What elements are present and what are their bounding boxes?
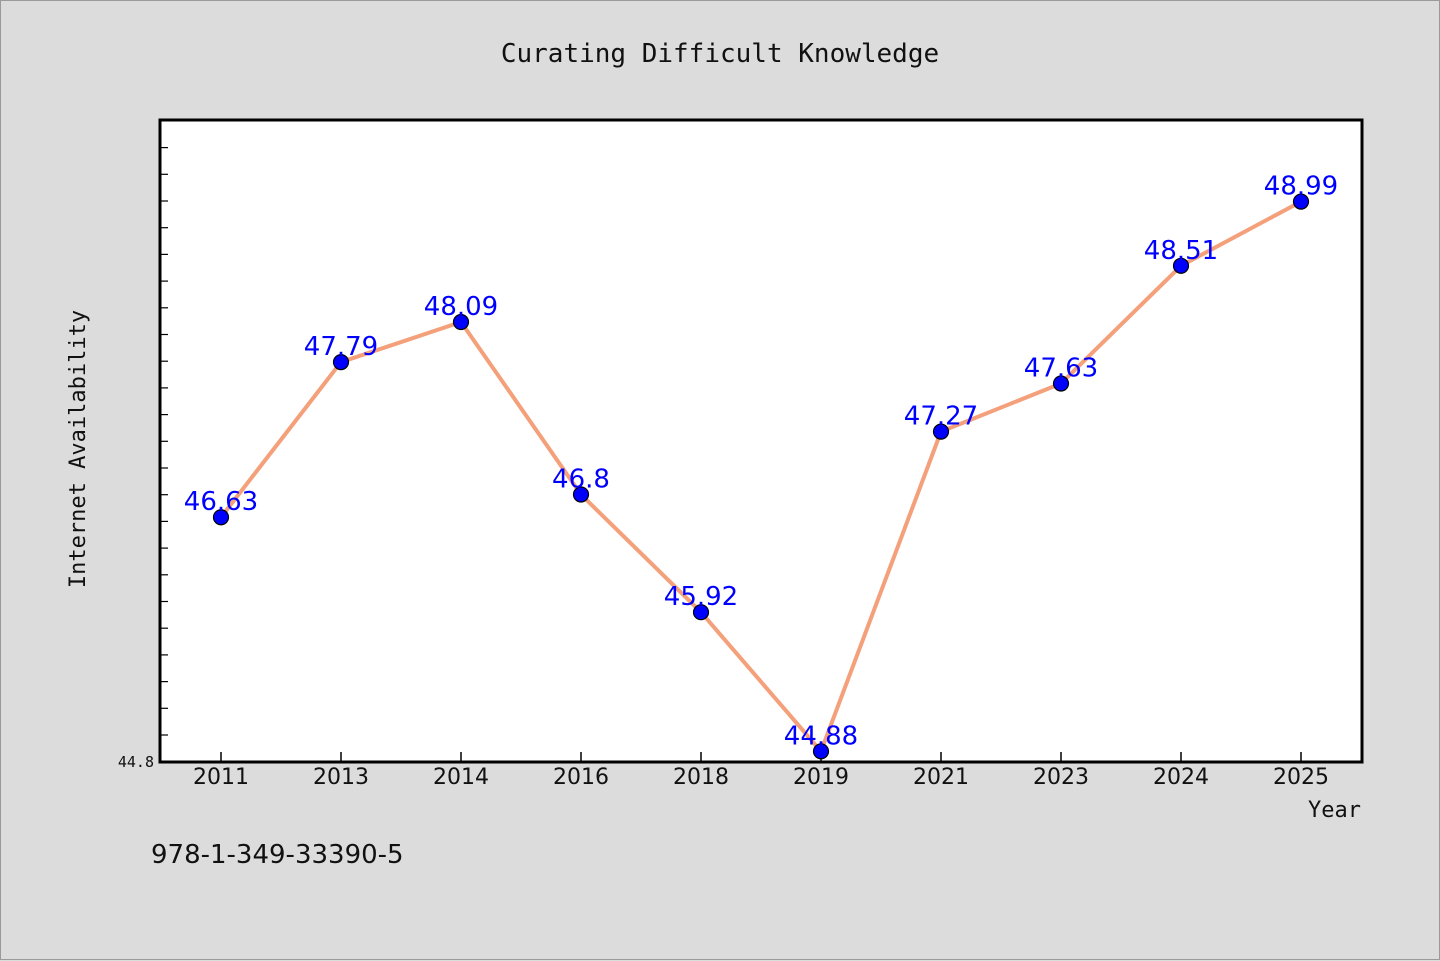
data-point	[1172, 257, 1190, 274]
x-axis-tick-labels: 2011 2013 2014 2016 2018 2019 2021 2023 2024 2025	[193, 765, 1329, 790]
data-point	[572, 486, 590, 503]
data-label: 46.8	[552, 465, 610, 495]
chart-title: Curating Difficult Knowledge	[501, 39, 939, 69]
plot-area	[158, 118, 1364, 764]
x-tick-label: 2024	[1153, 765, 1209, 790]
data-point	[452, 313, 470, 331]
x-tick-label: 2016	[553, 765, 609, 790]
x-tick-label: 2025	[1273, 765, 1329, 790]
x-tick-label: 2023	[1033, 765, 1089, 790]
data-labels: 46.63 47.79 48.09 46.8 45.92 44.88 47.27 47.63 4…	[184, 172, 1338, 752]
data-point	[332, 353, 350, 371]
y-axis-label: Internet Availability	[66, 310, 91, 588]
data-label: 44.88	[784, 721, 858, 751]
data-label: 48.09	[424, 292, 498, 322]
x-tick-label: 2021	[913, 765, 969, 790]
data-point	[1292, 193, 1310, 210]
y-axis-ticks	[160, 147, 168, 736]
x-tick-label: 2014	[433, 765, 489, 790]
data-point	[692, 604, 710, 621]
y-tick-label-min: 44.8	[118, 753, 154, 771]
data-point	[212, 509, 230, 526]
data-label: 46.63	[184, 487, 258, 517]
data-label: 47.27	[904, 402, 978, 432]
x-tick-label: 2013	[313, 765, 369, 790]
x-tick-label: 2018	[673, 765, 729, 790]
data-point	[932, 423, 950, 440]
data-label: 45.92	[664, 582, 738, 612]
data-label: 47.79	[304, 332, 378, 362]
x-tick-label: 2011	[193, 765, 249, 790]
series-markers	[212, 193, 1310, 760]
data-point	[1052, 375, 1070, 392]
data-label: 48.51	[1144, 236, 1218, 266]
x-tick-label: 2019	[793, 765, 849, 790]
x-axis-label: Year	[1308, 798, 1361, 823]
series-line	[219, 199, 1302, 754]
isbn-footnote: 978-1-349-33390-5	[151, 840, 404, 870]
data-label: 48.99	[1264, 172, 1338, 202]
data-label: 47.63	[1024, 353, 1098, 383]
data-point	[812, 743, 830, 760]
